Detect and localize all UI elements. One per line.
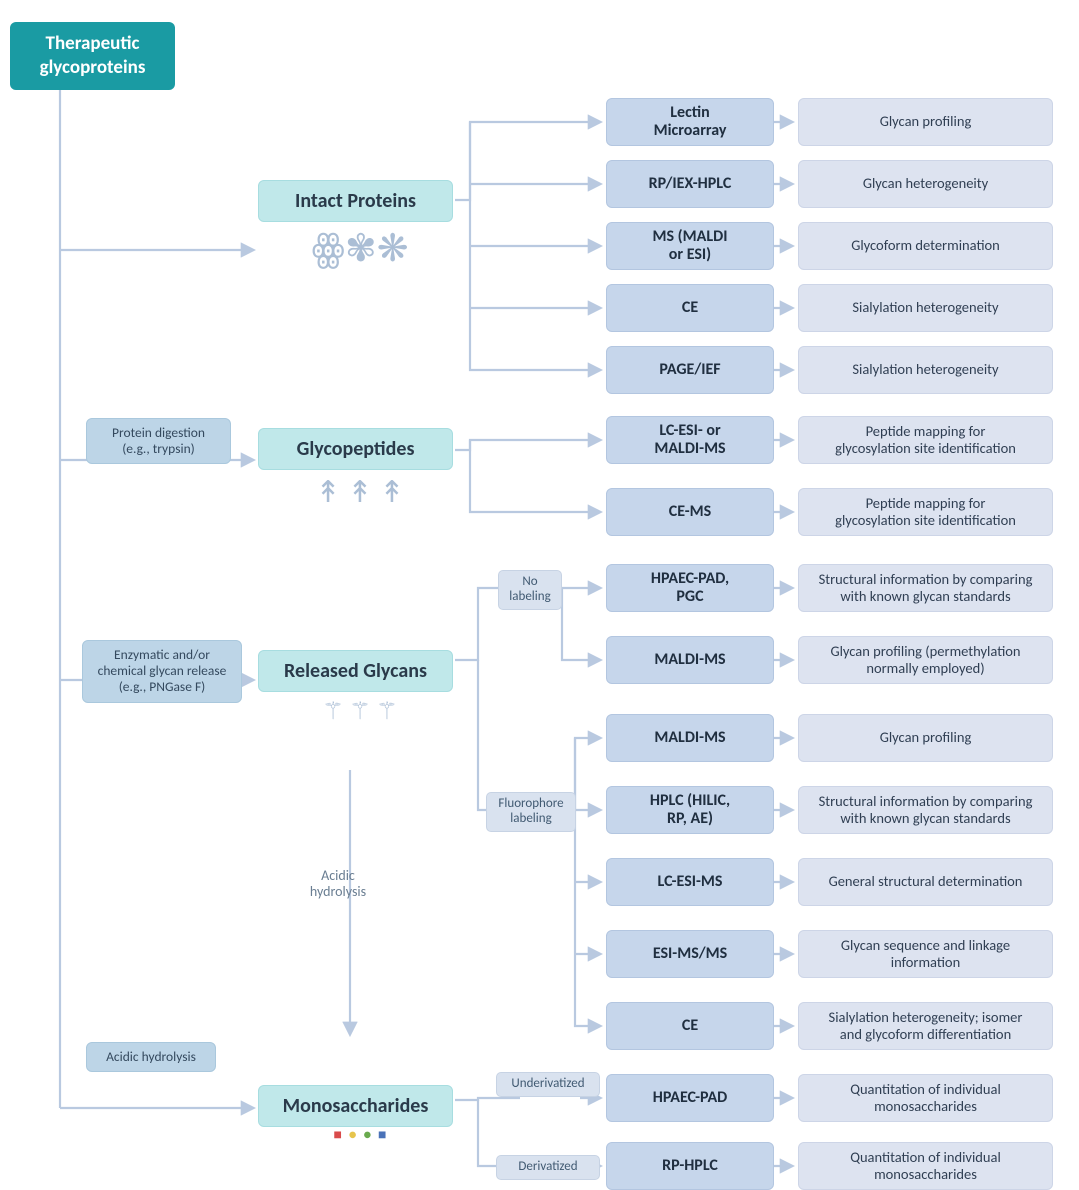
method-ce-glycans: CE — [606, 1002, 774, 1050]
outcome-4: Sialylation heterogeneity — [798, 346, 1053, 394]
stage-glycopeptides: Glycopeptides — [258, 428, 453, 470]
outcome-7: Structural information by comparingwith … — [798, 564, 1053, 612]
outcome-2: Glycoform determination — [798, 222, 1053, 270]
outcome-0: Glycan profiling — [798, 98, 1053, 146]
glycopeptide-illustration: ↟ ↟ ↟ — [280, 478, 440, 568]
outcome-11: General structural determination — [798, 858, 1053, 906]
method-rp-hplc: RP-HPLC — [606, 1142, 774, 1190]
root-node: Therapeuticglycoproteins — [10, 22, 175, 90]
outcome-5: Peptide mapping forglycosylation site id… — [798, 416, 1053, 464]
outcome-12: Glycan sequence and linkageinformation — [798, 930, 1053, 978]
outcome-9: Glycan profiling — [798, 714, 1053, 762]
outcome-6: Peptide mapping forglycosylation site id… — [798, 488, 1053, 536]
monosaccharide-illustration: ■ ● ● ■ — [300, 1128, 420, 1158]
stage-monosaccharides: Monosaccharides — [258, 1085, 453, 1127]
outcome-8: Glycan profiling (permethylationnormally… — [798, 636, 1053, 684]
method-hpaec-pad-pgc: HPAEC-PAD,PGC — [606, 564, 774, 612]
glycan-illustration: ⚚ ⚚ ⚚ — [290, 700, 430, 760]
outcome-14: Quantitation of individualmonosaccharide… — [798, 1074, 1053, 1122]
method-ce-ms: CE-MS — [606, 488, 774, 536]
method-lectin-microarray: LectinMicroarray — [606, 98, 774, 146]
method-hplc-hilic-rp-ae: HPLC (HILIC,RP, AE) — [606, 786, 774, 834]
protein-illustration: ꙮ✾❋ — [280, 230, 440, 360]
label-acidic-hydrolysis: Acidichydrolysis — [298, 868, 378, 900]
method-ms-maldi-esi: MS (MALDIor ESI) — [606, 222, 774, 270]
sublabel-no-labeling: Nolabeling — [498, 570, 562, 610]
sublabel-derivatized: Derivatized — [496, 1155, 600, 1180]
method-ce-intact: CE — [606, 284, 774, 332]
method-page-ief: PAGE/IEF — [606, 346, 774, 394]
process-acidic-hydrolysis: Acidic hydrolysis — [86, 1042, 216, 1072]
outcome-1: Glycan heterogeneity — [798, 160, 1053, 208]
method-rp-iex-hplc: RP/IEX-HPLC — [606, 160, 774, 208]
outcome-15: Quantitation of individualmonosaccharide… — [798, 1142, 1053, 1190]
outcome-3: Sialylation heterogeneity — [798, 284, 1053, 332]
sublabel-underivatized: Underivatized — [496, 1072, 600, 1097]
method-esi-ms-ms: ESI-MS/MS — [606, 930, 774, 978]
process-protein-digestion: Protein digestion(e.g., trypsin) — [86, 418, 231, 464]
sublabel-fluorophore-labeling: Fluorophorelabeling — [486, 792, 576, 832]
stage-released-glycans: Released Glycans — [258, 650, 453, 692]
method-lc-esi-ms: LC-ESI-MS — [606, 858, 774, 906]
method-hpaec-pad: HPAEC-PAD — [606, 1074, 774, 1122]
method-maldi-ms-nolabel: MALDI-MS — [606, 636, 774, 684]
method-lc-esi-maldi-ms: LC-ESI- orMALDI-MS — [606, 416, 774, 464]
method-maldi-ms-fluoro: MALDI-MS — [606, 714, 774, 762]
outcome-10: Structural information by comparingwith … — [798, 786, 1053, 834]
process-glycan-release: Enzymatic and/orchemical glycan release(… — [82, 640, 242, 703]
outcome-13: Sialylation heterogeneity; isomerand gly… — [798, 1002, 1053, 1050]
stage-intact-proteins: Intact Proteins — [258, 180, 453, 222]
